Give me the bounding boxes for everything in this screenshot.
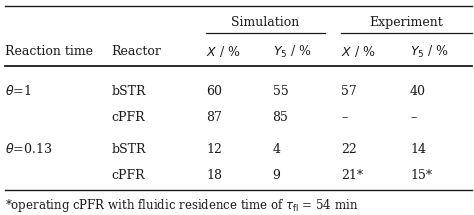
- Text: 87: 87: [206, 111, 222, 124]
- Text: 57: 57: [341, 85, 357, 98]
- Text: $\mathit{Y}_5$ / %: $\mathit{Y}_5$ / %: [410, 44, 449, 60]
- Text: $\mathit{X}$ / %: $\mathit{X}$ / %: [341, 44, 376, 59]
- Text: 9: 9: [273, 169, 281, 182]
- Text: 14: 14: [410, 143, 426, 156]
- Text: cPFR: cPFR: [111, 169, 145, 182]
- Text: 85: 85: [273, 111, 288, 124]
- Text: Reaction time: Reaction time: [5, 45, 93, 58]
- Text: –: –: [410, 111, 416, 124]
- Text: bSTR: bSTR: [111, 143, 146, 156]
- Text: $\mathit{Y}_5$ / %: $\mathit{Y}_5$ / %: [273, 44, 311, 60]
- Text: 4: 4: [273, 143, 281, 156]
- Text: Experiment: Experiment: [370, 16, 443, 29]
- Text: –: –: [341, 111, 347, 124]
- Text: $\mathit{X}$ / %: $\mathit{X}$ / %: [206, 44, 241, 59]
- Text: Reactor: Reactor: [111, 45, 161, 58]
- Text: $\mathit{\theta}$=1: $\mathit{\theta}$=1: [5, 84, 31, 98]
- Text: 12: 12: [206, 143, 222, 156]
- Text: 18: 18: [206, 169, 222, 182]
- Text: Simulation: Simulation: [231, 16, 300, 29]
- Text: 21*: 21*: [341, 169, 364, 182]
- Text: 40: 40: [410, 85, 426, 98]
- Text: 55: 55: [273, 85, 288, 98]
- Text: 22: 22: [341, 143, 357, 156]
- Text: 60: 60: [206, 85, 222, 98]
- Text: $\mathit{\theta}$=0.13: $\mathit{\theta}$=0.13: [5, 142, 52, 157]
- Text: *operating cPFR with fluidic residence time of $\tau_{\mathrm{fl}}$ = 54 min: *operating cPFR with fluidic residence t…: [5, 197, 358, 214]
- Text: 15*: 15*: [410, 169, 432, 182]
- Text: bSTR: bSTR: [111, 85, 146, 98]
- Text: cPFR: cPFR: [111, 111, 145, 124]
